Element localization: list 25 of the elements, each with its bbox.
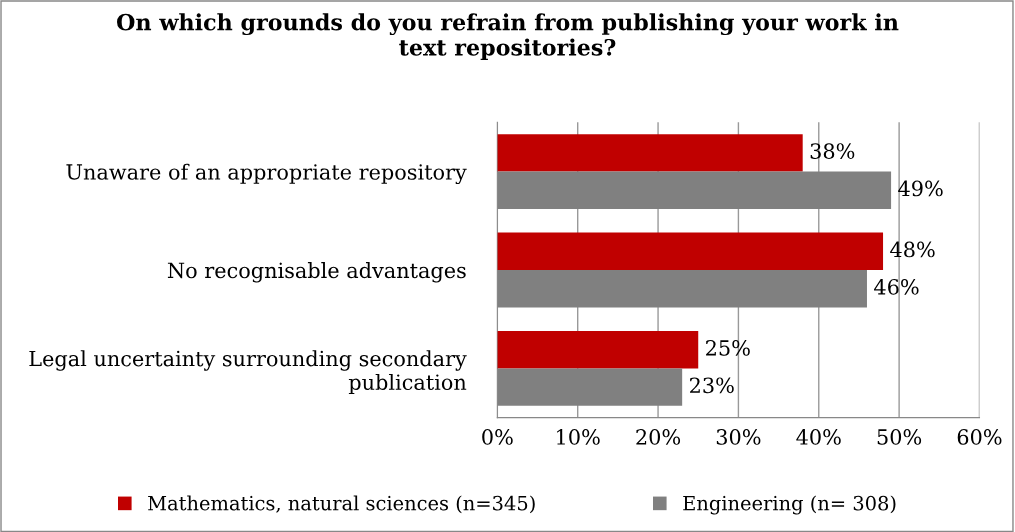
data-label: 48%: [890, 241, 935, 258]
legend-label: Mathematics, natural sciences (n=345): [148, 495, 535, 514]
data-label: 38%: [810, 143, 855, 159]
y-tick-label: Legal uncertainty surrounding secondary publication: [29, 350, 467, 395]
data-label: 49%: [898, 180, 943, 197]
y-tick-label: Unaware of an appropriate repository: [66, 163, 467, 185]
chart-title: On which grounds do you refrain from publishing your work in text repositories?: [117, 13, 899, 61]
data-label: 25%: [706, 340, 750, 356]
bar: [497, 171, 892, 209]
x-tick-label: 30%: [716, 429, 761, 445]
data-label: 23%: [690, 377, 734, 394]
x-tick-label: 40%: [796, 429, 841, 445]
legend-label: Engineering (n= 308): [683, 495, 896, 515]
x-tick-label: 60%: [957, 429, 1002, 445]
x-tick-label: 0%: [482, 429, 513, 445]
bar: [497, 331, 699, 369]
bar: [497, 232, 884, 270]
x-tick-label: 10%: [557, 429, 600, 445]
x-tick-label: 50%: [877, 429, 922, 445]
bar: [497, 134, 803, 172]
x-tick-label: 20%: [636, 429, 681, 445]
data-label: 46%: [874, 278, 919, 295]
y-tick-label: No recognisable advantages: [167, 262, 466, 283]
bar: [497, 368, 683, 406]
bar: [497, 269, 867, 308]
